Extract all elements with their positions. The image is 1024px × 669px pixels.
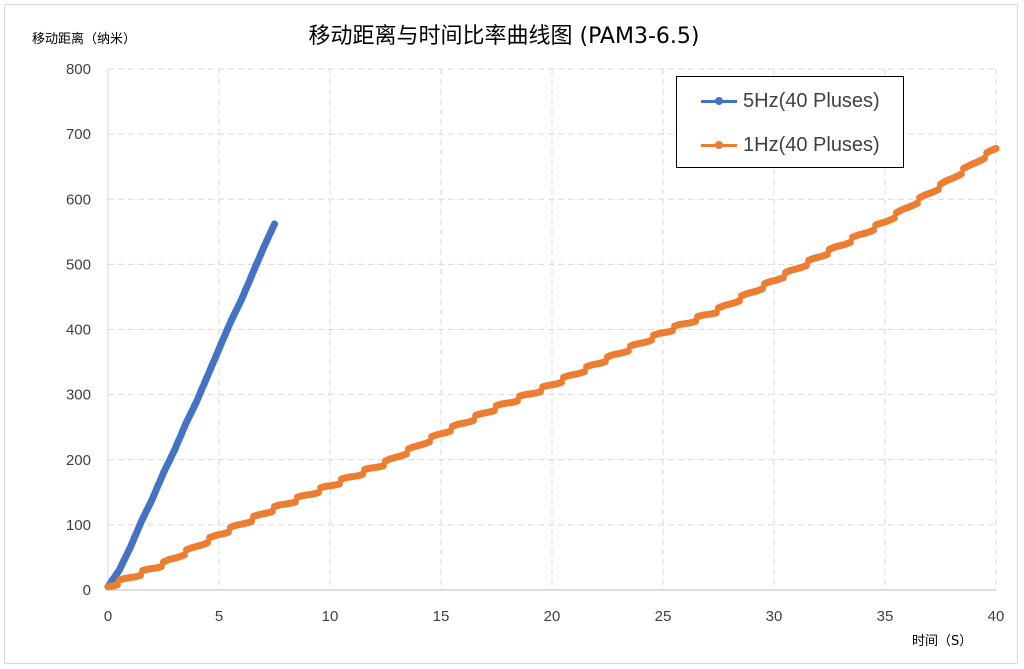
legend-label-5hz: 5Hz(40 Pluses) [743,89,880,112]
legend-swatch-1hz [701,140,737,149]
data-point-5hz [270,220,279,228]
legend: 5Hz(40 Pluses) 1Hz(40 Pluses) [676,76,904,168]
legend-item-5hz: 5Hz(40 Pluses) [701,89,880,113]
y-tick-label: 300 [66,387,91,404]
data-point-1hz [890,214,898,222]
y-axis-label: 移动距离（纳米） [32,32,137,47]
y-tick-label: 800 [66,61,91,78]
data-point-1hz [980,154,989,162]
x-tick-label: 20 [544,608,561,625]
x-tick-label: 25 [655,608,672,625]
chart-title: 移动距离与时间比率曲线图 (PAM3-6.5) [308,24,700,49]
y-tick-label: 500 [66,256,91,273]
legend-swatch-5hz [701,96,737,105]
y-tick-label: 700 [66,126,91,143]
data-point-1hz [957,170,965,178]
y-tick-label: 200 [66,452,91,469]
data-point-1hz [992,144,1000,153]
x-tick-label: 10 [322,608,339,625]
y-tick-label: 100 [66,517,91,534]
data-point-1hz [913,199,922,207]
y-tick-label: 0 [83,582,91,599]
x-tick-label: 35 [877,608,894,625]
x-axis-label: 时间（S） [912,634,973,649]
chart-frame [4,4,1018,664]
y-tick-label: 600 [66,191,91,208]
x-tick-label: 15 [433,608,450,625]
y-tick-label: 400 [66,322,91,339]
x-tick-label: 0 [104,608,112,625]
legend-item-1hz: 1Hz(40 Pluses) [701,133,880,157]
x-tick-label: 40 [988,608,1005,625]
x-tick-label: 5 [215,608,223,625]
legend-label-1hz: 1Hz(40 Pluses) [743,133,880,156]
x-tick-label: 30 [766,608,783,625]
